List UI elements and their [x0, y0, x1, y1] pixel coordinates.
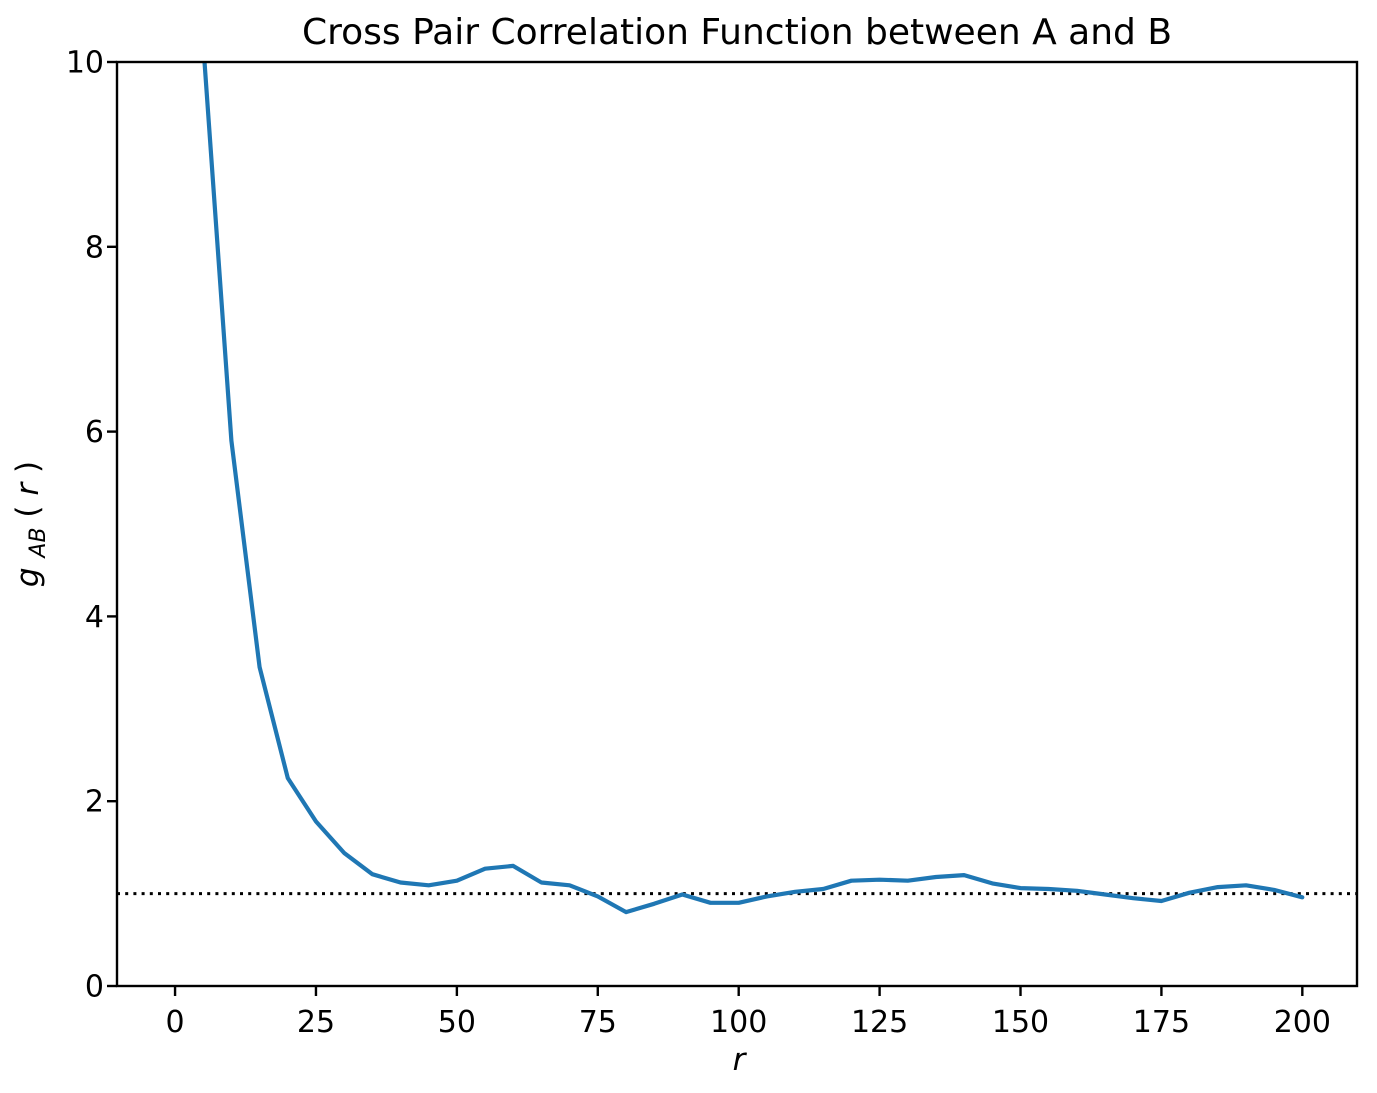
y-tick-label: 6	[85, 415, 104, 450]
y-tick-label: 8	[85, 230, 104, 265]
x-axis-label: r	[733, 1042, 748, 1078]
axes-spines	[115, 60, 1359, 988]
x-tick-label: 50	[438, 1005, 476, 1040]
chart-title: Cross Pair Correlation Function between …	[302, 12, 1172, 53]
x-tick-label: 0	[166, 1005, 185, 1040]
y-tick-label: 10	[66, 46, 104, 81]
x-tick-label: 25	[297, 1005, 335, 1040]
x-tick-label: 100	[710, 1005, 767, 1040]
x-tick-label: 125	[851, 1005, 908, 1040]
plot-background	[117, 62, 1357, 986]
y-tick-label: 2	[85, 785, 104, 820]
y-tick-label: 0	[85, 970, 104, 1005]
x-tick-label: 150	[992, 1005, 1049, 1040]
plot-area: 0 25 50 75 100 125 150 175 200 0 2 4 6 8 10	[66, 46, 1359, 1040]
x-tick-label: 175	[1133, 1005, 1190, 1040]
x-tick-label: 200	[1274, 1005, 1331, 1040]
y-tick-label: 4	[85, 600, 104, 635]
x-tick-label: 75	[579, 1005, 617, 1040]
gab-data-line	[202, 62, 1305, 915]
y-axis-label: g AB ( r )	[10, 461, 53, 587]
